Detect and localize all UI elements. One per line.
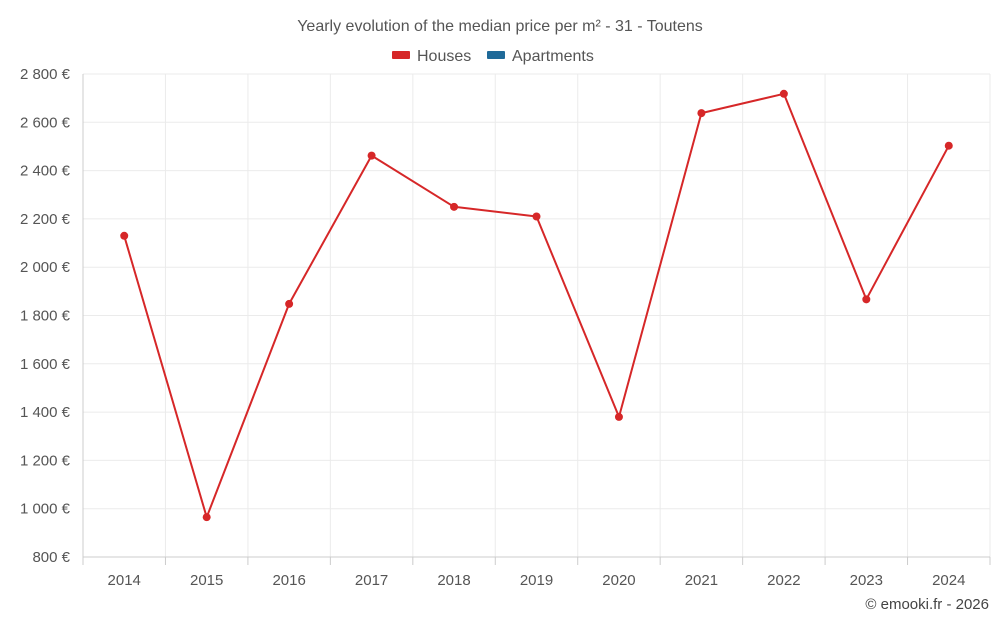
legend-label-apartments: Apartments [512,48,594,65]
y-tick-label: 2 000 € [20,259,71,276]
x-tick-label-2024: 2024 [932,572,965,589]
legend-label-houses: Houses [417,48,471,65]
data-point-houses-2015[interactable] [202,513,211,522]
data-point-houses-2019[interactable] [532,212,541,221]
x-tick-label-2014: 2014 [108,572,141,589]
data-point-houses-2024[interactable] [944,141,953,150]
data-point-houses-2018[interactable] [450,202,459,211]
data-point-houses-2022[interactable] [779,89,788,98]
x-tick-label-2017: 2017 [355,572,388,589]
data-point-houses-2020[interactable] [614,412,623,421]
x-tick-label-2018: 2018 [437,572,470,589]
legend: Houses Apartments [392,48,594,65]
x-tick-label-2020: 2020 [602,572,635,589]
series-layer [120,89,953,522]
x-tick-label-2022: 2022 [767,572,800,589]
x-axis: 2014 2015 2016 2017 2018 2019 2020 2021 2022 2023… [82,556,991,589]
x-tick-label-2016: 2016 [272,572,305,589]
data-point-houses-2017[interactable] [367,151,376,160]
y-axis: 800 € 1 000 € 1 200 € 1 400 € 1 600 € 1 800 €… [20,66,84,566]
x-tick-label-2023: 2023 [850,572,883,589]
grid [83,73,991,557]
y-tick-label: 2 400 € [20,163,71,180]
y-tick-label: 1 600 € [20,356,71,373]
y-tick-label: 1 000 € [20,501,71,518]
y-tick-label: 1 800 € [20,308,71,325]
legend-swatch-houses [392,51,410,59]
y-tick-label: 1 400 € [20,404,71,421]
legend-swatch-apartments [487,51,505,59]
x-tick-label-2015: 2015 [190,572,223,589]
y-tick-label: 1 200 € [20,452,71,469]
data-point-houses-2021[interactable] [697,109,706,118]
y-tick-label: 2 600 € [20,114,71,131]
y-tick-label: 800 € [32,549,70,566]
legend-item-houses[interactable]: Houses [392,48,471,65]
chart-title: Yearly evolution of the median price per… [297,18,703,35]
x-tick-label-2021: 2021 [685,572,718,589]
data-point-houses-2023[interactable] [862,295,871,304]
y-tick-label: 2 200 € [20,211,71,228]
data-point-houses-2014[interactable] [120,231,129,240]
chart-credit: © emooki.fr - 2026 [865,596,989,613]
x-tick-label-2019: 2019 [520,572,553,589]
data-point-houses-2016[interactable] [285,299,294,308]
legend-item-apartments[interactable]: Apartments [487,48,594,65]
y-tick-label: 2 800 € [20,66,71,83]
